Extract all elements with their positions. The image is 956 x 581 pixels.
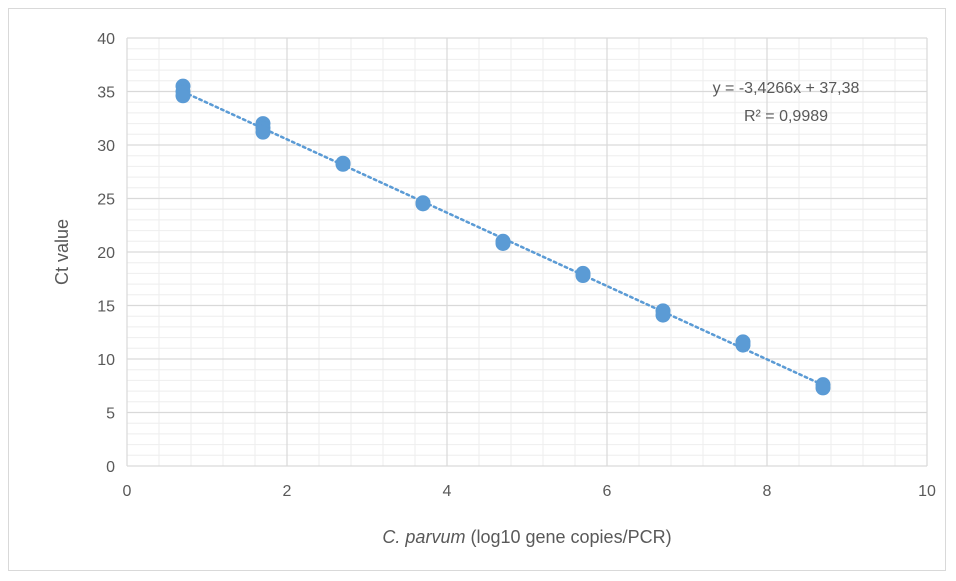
r-squared-label: R² = 0,9989 [744,108,828,125]
y-tick-label: 30 [97,138,115,155]
trendline-equation: y = -3,4266x + 37,38 [713,80,860,97]
x-tick-label: 10 [918,483,936,500]
data-point [255,124,271,140]
x-tick-label: 2 [283,483,292,500]
y-tick-label: 35 [97,85,115,102]
x-tick-label: 4 [443,483,452,500]
y-tick-label: 10 [97,352,115,369]
y-tick-label: 25 [97,192,115,209]
x-axis-title-italic: C. parvum [382,527,465,547]
y-tick-label: 5 [106,406,115,423]
y-tick-label: 15 [97,299,115,316]
data-point [335,156,351,172]
y-tick-label: 20 [97,245,115,262]
x-axis-title: C. parvum (log10 gene copies/PCR) [382,527,671,547]
data-point [175,88,191,104]
data-point [655,307,671,323]
data-point [495,235,511,251]
x-axis-title-rest: (log10 gene copies/PCR) [465,527,671,547]
y-tick-label: 40 [97,31,115,48]
y-axis-title: Ct value [52,219,72,285]
data-points [175,78,831,396]
x-tick-labels: 0 2 4 6 8 10 [123,483,936,500]
trendline [181,90,825,387]
y-tick-labels: 0 5 10 15 20 25 30 35 40 [97,31,115,476]
gridlines [126,37,928,467]
data-point [415,196,431,212]
y-tick-label: 0 [106,459,115,476]
data-point [815,380,831,396]
x-tick-label: 8 [763,483,772,500]
x-tick-label: 0 [123,483,132,500]
x-tick-label: 6 [603,483,612,500]
data-point [735,337,751,353]
data-point [575,268,591,284]
